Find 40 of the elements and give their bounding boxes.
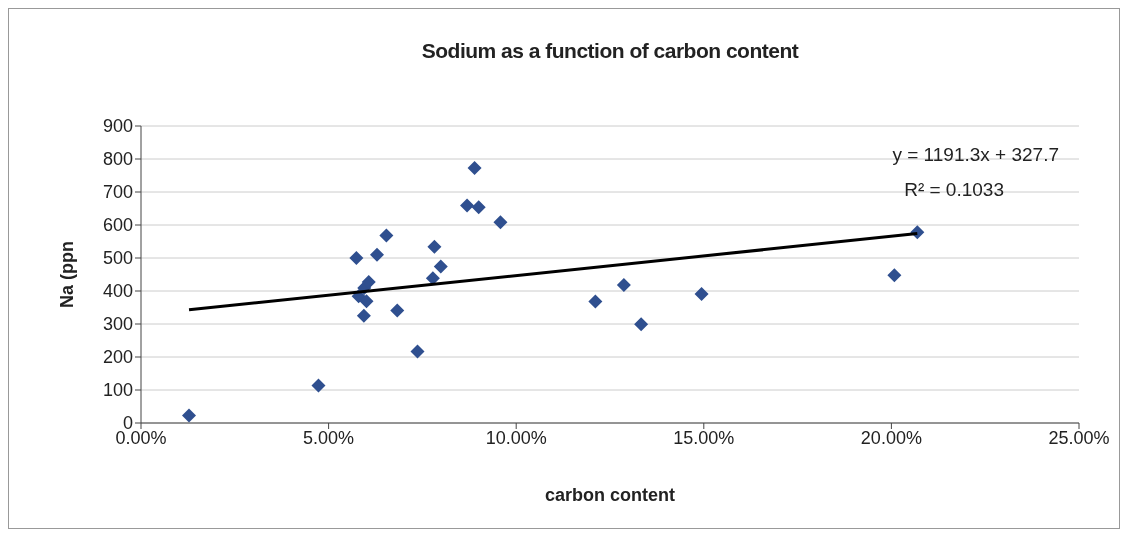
x-tick-label: 5.00% — [303, 427, 355, 448]
point — [471, 200, 486, 215]
point — [410, 344, 425, 359]
point — [311, 378, 326, 393]
y-tick-label: 200 — [102, 347, 133, 368]
x-tick-label: 20.00% — [860, 427, 922, 448]
point — [634, 317, 649, 332]
x-axis-title: carbon content — [544, 485, 676, 505]
y-tick-label: 100 — [102, 380, 133, 401]
y-tick-label: 400 — [102, 281, 133, 302]
y-tick-label: 700 — [102, 182, 133, 203]
x-tick-label: 25.00% — [1048, 427, 1110, 448]
y-axis-title: Na (ppn — [57, 241, 78, 308]
point — [361, 275, 376, 290]
point — [493, 215, 508, 230]
point — [460, 198, 475, 213]
point — [349, 251, 364, 265]
point — [370, 247, 384, 262]
y-tick-label: 300 — [102, 314, 133, 335]
point — [182, 408, 197, 423]
point — [359, 294, 374, 309]
x-tick-label: 10.00% — [485, 427, 547, 448]
point — [588, 294, 603, 309]
y-tick-label: 600 — [102, 215, 133, 236]
point — [390, 303, 405, 318]
annotation: R² = 0.1033 — [903, 178, 1005, 202]
point — [467, 160, 482, 175]
x-tick-label: 15.00% — [673, 427, 735, 448]
point — [433, 259, 448, 274]
annotation: y = 1191.3x + 327.7 — [891, 143, 1059, 167]
chart-title: Sodium as a function of carbon content — [420, 39, 800, 63]
point — [616, 278, 631, 293]
point — [887, 268, 902, 283]
point — [694, 286, 709, 301]
y-tick-label: 800 — [102, 149, 133, 170]
point — [379, 228, 394, 243]
y-tick-label: 900 — [102, 116, 133, 137]
point — [356, 308, 371, 323]
y-tick-label: 500 — [102, 248, 133, 269]
point — [427, 239, 442, 254]
